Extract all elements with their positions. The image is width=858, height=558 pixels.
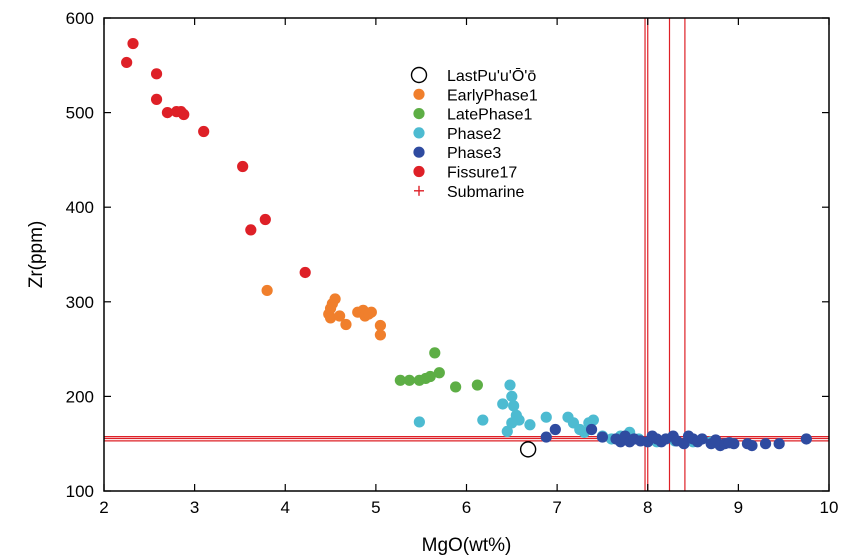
point-latephase1-5 [429, 347, 441, 359]
point-phase3-32 [800, 433, 812, 445]
point-phase3-2 [585, 423, 598, 436]
point-latephase1-8 [471, 379, 483, 391]
axis-layer: 2 3 4 5 6 7 8 9 10 100 200 300 400 500 600 [66, 9, 839, 517]
y-tick-label-4: 500 [66, 104, 94, 123]
legend-marker-phase3 [413, 146, 425, 158]
point-earlyphase1-4 [329, 293, 341, 305]
point-phase3-21 [696, 433, 708, 445]
point-fissure17-0 [121, 56, 133, 69]
legend-marker-lastpu-u- [410, 66, 428, 84]
point-phase2-4 [504, 379, 516, 391]
point-fissure17-4 [161, 107, 174, 119]
point-phase2-5 [506, 390, 518, 402]
y-axis-title: Zr(ppm) [26, 221, 47, 289]
point-fissure17-2 [150, 68, 163, 80]
point-earlyphase1-7 [340, 318, 352, 331]
point-latephase1-0 [394, 374, 406, 386]
data-layer [104, 18, 829, 491]
x-tick-label-3: 5 [371, 498, 380, 517]
legend-marker-submarine [414, 185, 424, 196]
point-phase2-0 [413, 416, 425, 428]
legend-label-phase2: Phase2 [447, 126, 501, 143]
point-phase3-27 [728, 438, 740, 450]
point-latephase1-6 [433, 367, 445, 379]
point-fissure17-12 [299, 266, 311, 279]
point-fissure17-1 [127, 37, 139, 50]
point-fissure17-3 [150, 93, 163, 105]
x-tick-label-4: 6 [462, 498, 471, 517]
point-latephase1-4 [424, 370, 436, 383]
point-phase2-10 [524, 419, 536, 431]
point-lastpu-u--0 [519, 441, 537, 458]
y-tick-label-0: 100 [66, 482, 94, 501]
legend-marker-phase2 [413, 127, 425, 139]
point-fissure17-10 [245, 224, 257, 236]
point-earlyphase1-13 [374, 319, 387, 332]
point-phase3-31 [773, 438, 785, 450]
point-phase3-29 [746, 439, 758, 452]
x-tick-label-5: 7 [552, 498, 561, 517]
point-phase2-1 [477, 414, 489, 426]
point-phase2-2 [497, 398, 509, 410]
point-latephase1-7 [450, 381, 462, 393]
point-earlyphase1-12 [365, 306, 377, 318]
x-tick-label-2: 4 [281, 498, 290, 517]
legend: LastPu'u'Ō'ō EarlyPhase1 LatePhase1 Phase2 P… [410, 66, 538, 201]
x-axis-title: MgO(wt%) [422, 535, 512, 556]
legend-label-phase3: Phase3 [447, 145, 501, 162]
point-phase2-9 [506, 417, 518, 429]
legend-marker-fissure17 [413, 165, 425, 178]
x-tick-label-7: 9 [734, 498, 743, 517]
point-phase3-3 [596, 431, 609, 443]
point-earlyphase1-14 [374, 329, 387, 341]
point-phase3-1 [549, 423, 561, 436]
legend-label-fissure17: Fissure17 [447, 165, 517, 182]
y-tick-label-1: 200 [66, 387, 94, 406]
x-tick-label-6: 8 [643, 498, 652, 517]
point-phase2-11 [540, 411, 552, 423]
point-latephase1-1 [403, 374, 416, 386]
point-earlyphase1-6 [334, 310, 346, 322]
x-tick-label-8: 10 [820, 498, 839, 517]
point-phase2-6 [508, 400, 520, 412]
point-fissure17-11 [259, 213, 271, 226]
point-fissure17-9 [237, 160, 249, 173]
x-tick-label-1: 3 [190, 498, 199, 517]
legend-label-earlyphase1: EarlyPhase1 [447, 87, 538, 104]
point-earlyphase1-5 [324, 312, 337, 324]
legend-label-latephase1: LatePhase1 [447, 107, 533, 124]
point-phase3-0 [540, 431, 552, 443]
y-tick-label-3: 400 [66, 198, 94, 217]
legend-marker-earlyphase1 [413, 88, 425, 100]
point-fissure17-8 [198, 125, 210, 138]
y-tick-label-5: 600 [66, 9, 94, 28]
point-phase2-3 [501, 425, 513, 438]
legend-label-submarine: Submarine [447, 184, 524, 201]
legend-marker-latephase1 [413, 108, 425, 120]
point-fissure17-7 [178, 108, 190, 121]
point-phase3-30 [759, 438, 772, 450]
y-tick-label-2: 300 [66, 293, 94, 312]
x-tick-label-0: 2 [99, 498, 108, 517]
legend-label-lastpu-u-: LastPu'u'Ō'ō [447, 67, 536, 85]
point-earlyphase1-0 [261, 284, 273, 297]
point-phase2-17 [587, 414, 599, 426]
